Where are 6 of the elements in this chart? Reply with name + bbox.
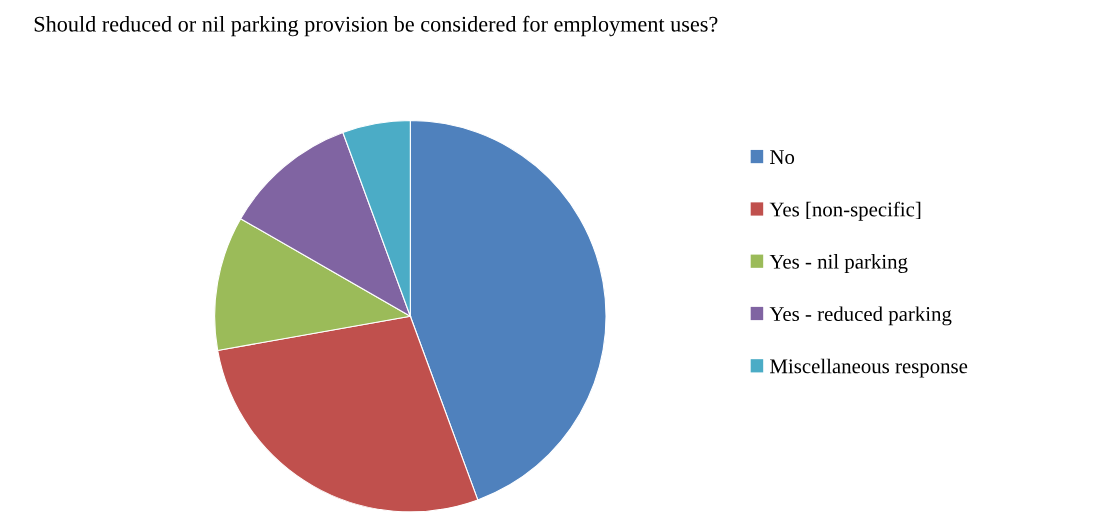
legend-label: No [770,150,795,165]
legend-label: Yes - reduced parking [769,306,952,326]
chart-title: Should reduced or nil parking provision be considered for employment uses? [34,15,718,37]
legend-label: Yes - nil parking [769,254,908,274]
legend-label: Miscellaneous response [770,358,968,378]
legend-label: Yes [non-specific] [769,201,921,221]
